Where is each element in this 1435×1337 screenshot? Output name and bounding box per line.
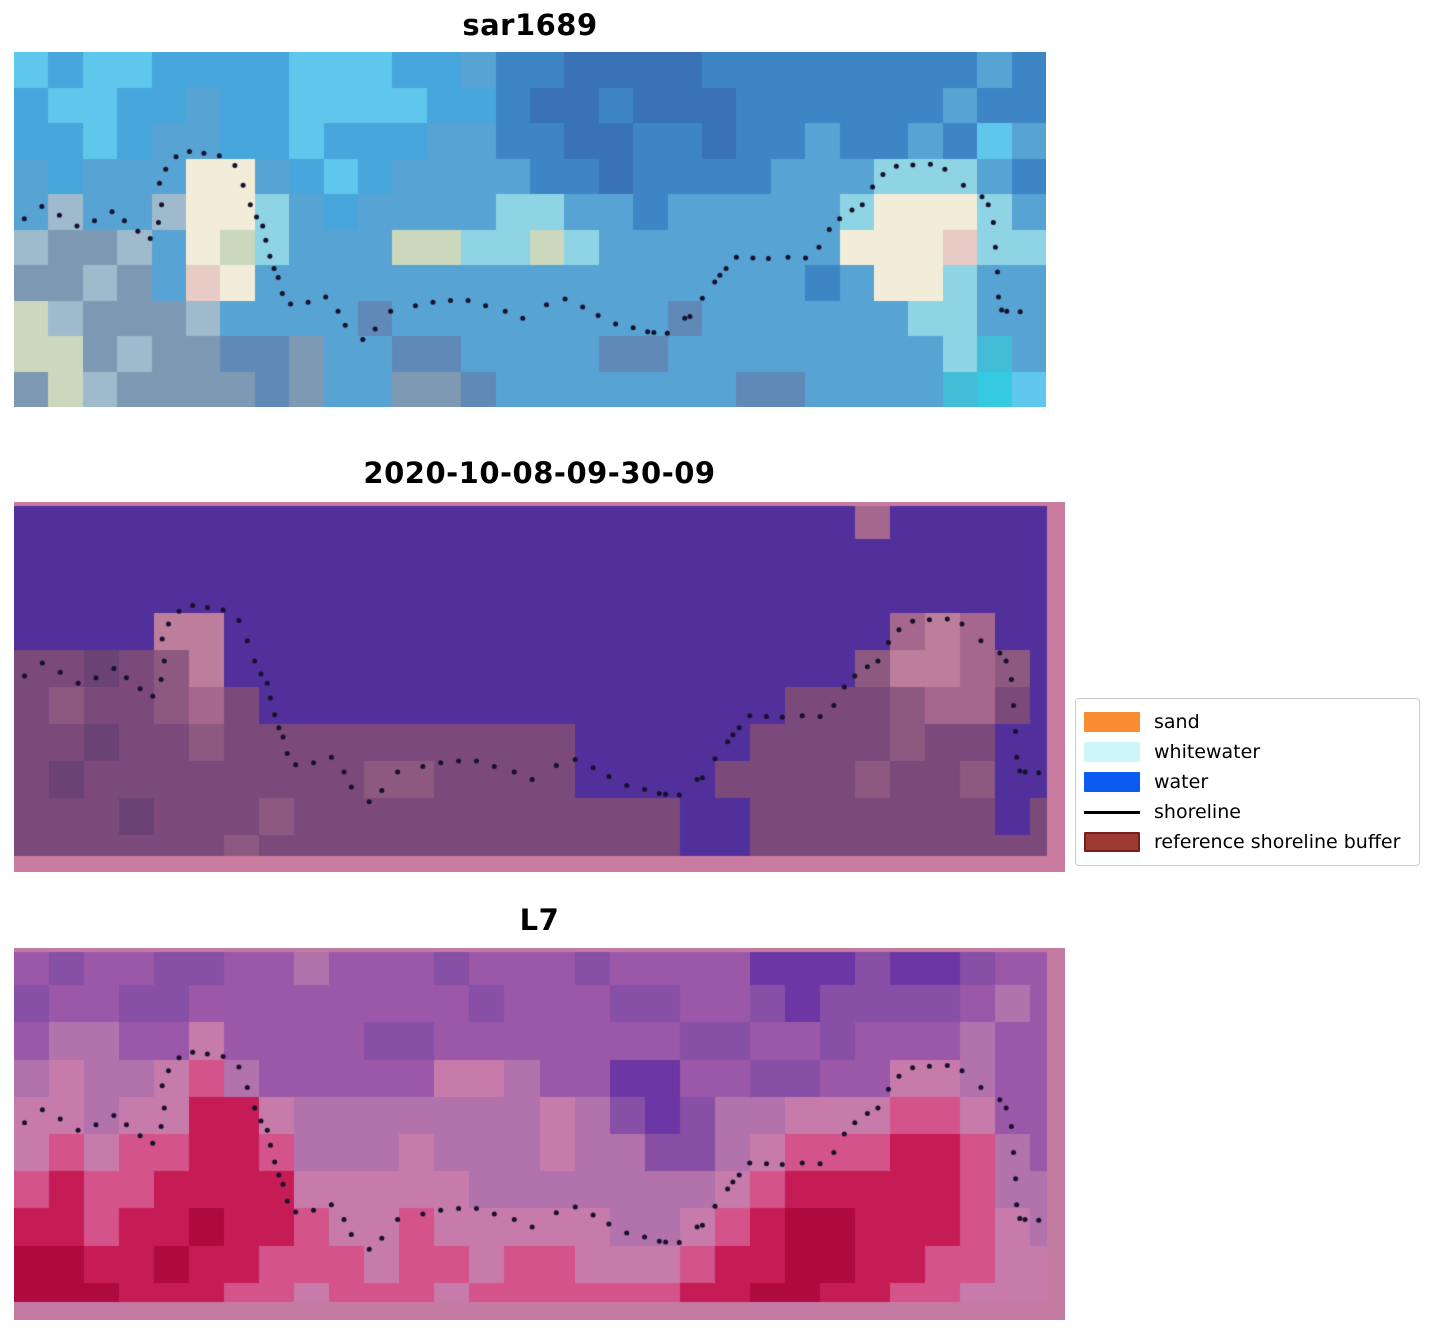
- shoreline-line-swatch: [1084, 810, 1140, 814]
- sand-swatch: [1084, 712, 1140, 732]
- sar-image-panel: [14, 52, 1046, 407]
- classification-image-panel: [14, 502, 1065, 872]
- l7-image-panel: [14, 948, 1065, 1320]
- legend-item-shoreline: shoreline: [1084, 797, 1407, 827]
- legend-item-reference-buffer: reference shoreline buffer: [1084, 827, 1407, 857]
- legend-label-whitewater: whitewater: [1154, 741, 1261, 763]
- reference-buffer-swatch: [1084, 832, 1140, 852]
- panel-title-l7: L7: [519, 903, 560, 937]
- legend-item-whitewater: whitewater: [1084, 737, 1407, 767]
- legend-item-water: water: [1084, 767, 1407, 797]
- legend-label-shoreline: shoreline: [1154, 801, 1241, 823]
- legend-label-water: water: [1154, 771, 1209, 793]
- water-swatch: [1084, 772, 1140, 792]
- legend-item-sand: sand: [1084, 707, 1407, 737]
- whitewater-swatch: [1084, 742, 1140, 762]
- panel-title-classified-date: 2020-10-08-09-30-09: [363, 456, 716, 490]
- legend-label-sand: sand: [1154, 711, 1200, 733]
- panel-title-sar: sar1689: [462, 8, 598, 42]
- legend-label-reference-buffer: reference shoreline buffer: [1154, 831, 1401, 853]
- legend-box: sand whitewater water shoreline referenc…: [1075, 698, 1420, 866]
